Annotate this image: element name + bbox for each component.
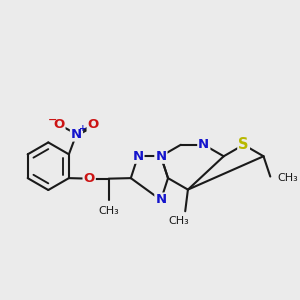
Text: N: N — [155, 194, 167, 206]
Text: CH₃: CH₃ — [98, 206, 119, 216]
Text: N: N — [71, 128, 82, 140]
Text: +: + — [79, 124, 86, 133]
Text: N: N — [132, 150, 143, 163]
Text: S: S — [238, 137, 249, 152]
Text: O: O — [84, 172, 95, 185]
Text: N: N — [198, 138, 209, 151]
Text: CH₃: CH₃ — [278, 173, 298, 183]
Text: O: O — [53, 118, 64, 131]
Text: O: O — [88, 118, 99, 131]
Text: CH₃: CH₃ — [168, 216, 189, 226]
Text: −: − — [47, 115, 57, 125]
Text: N: N — [155, 150, 167, 163]
